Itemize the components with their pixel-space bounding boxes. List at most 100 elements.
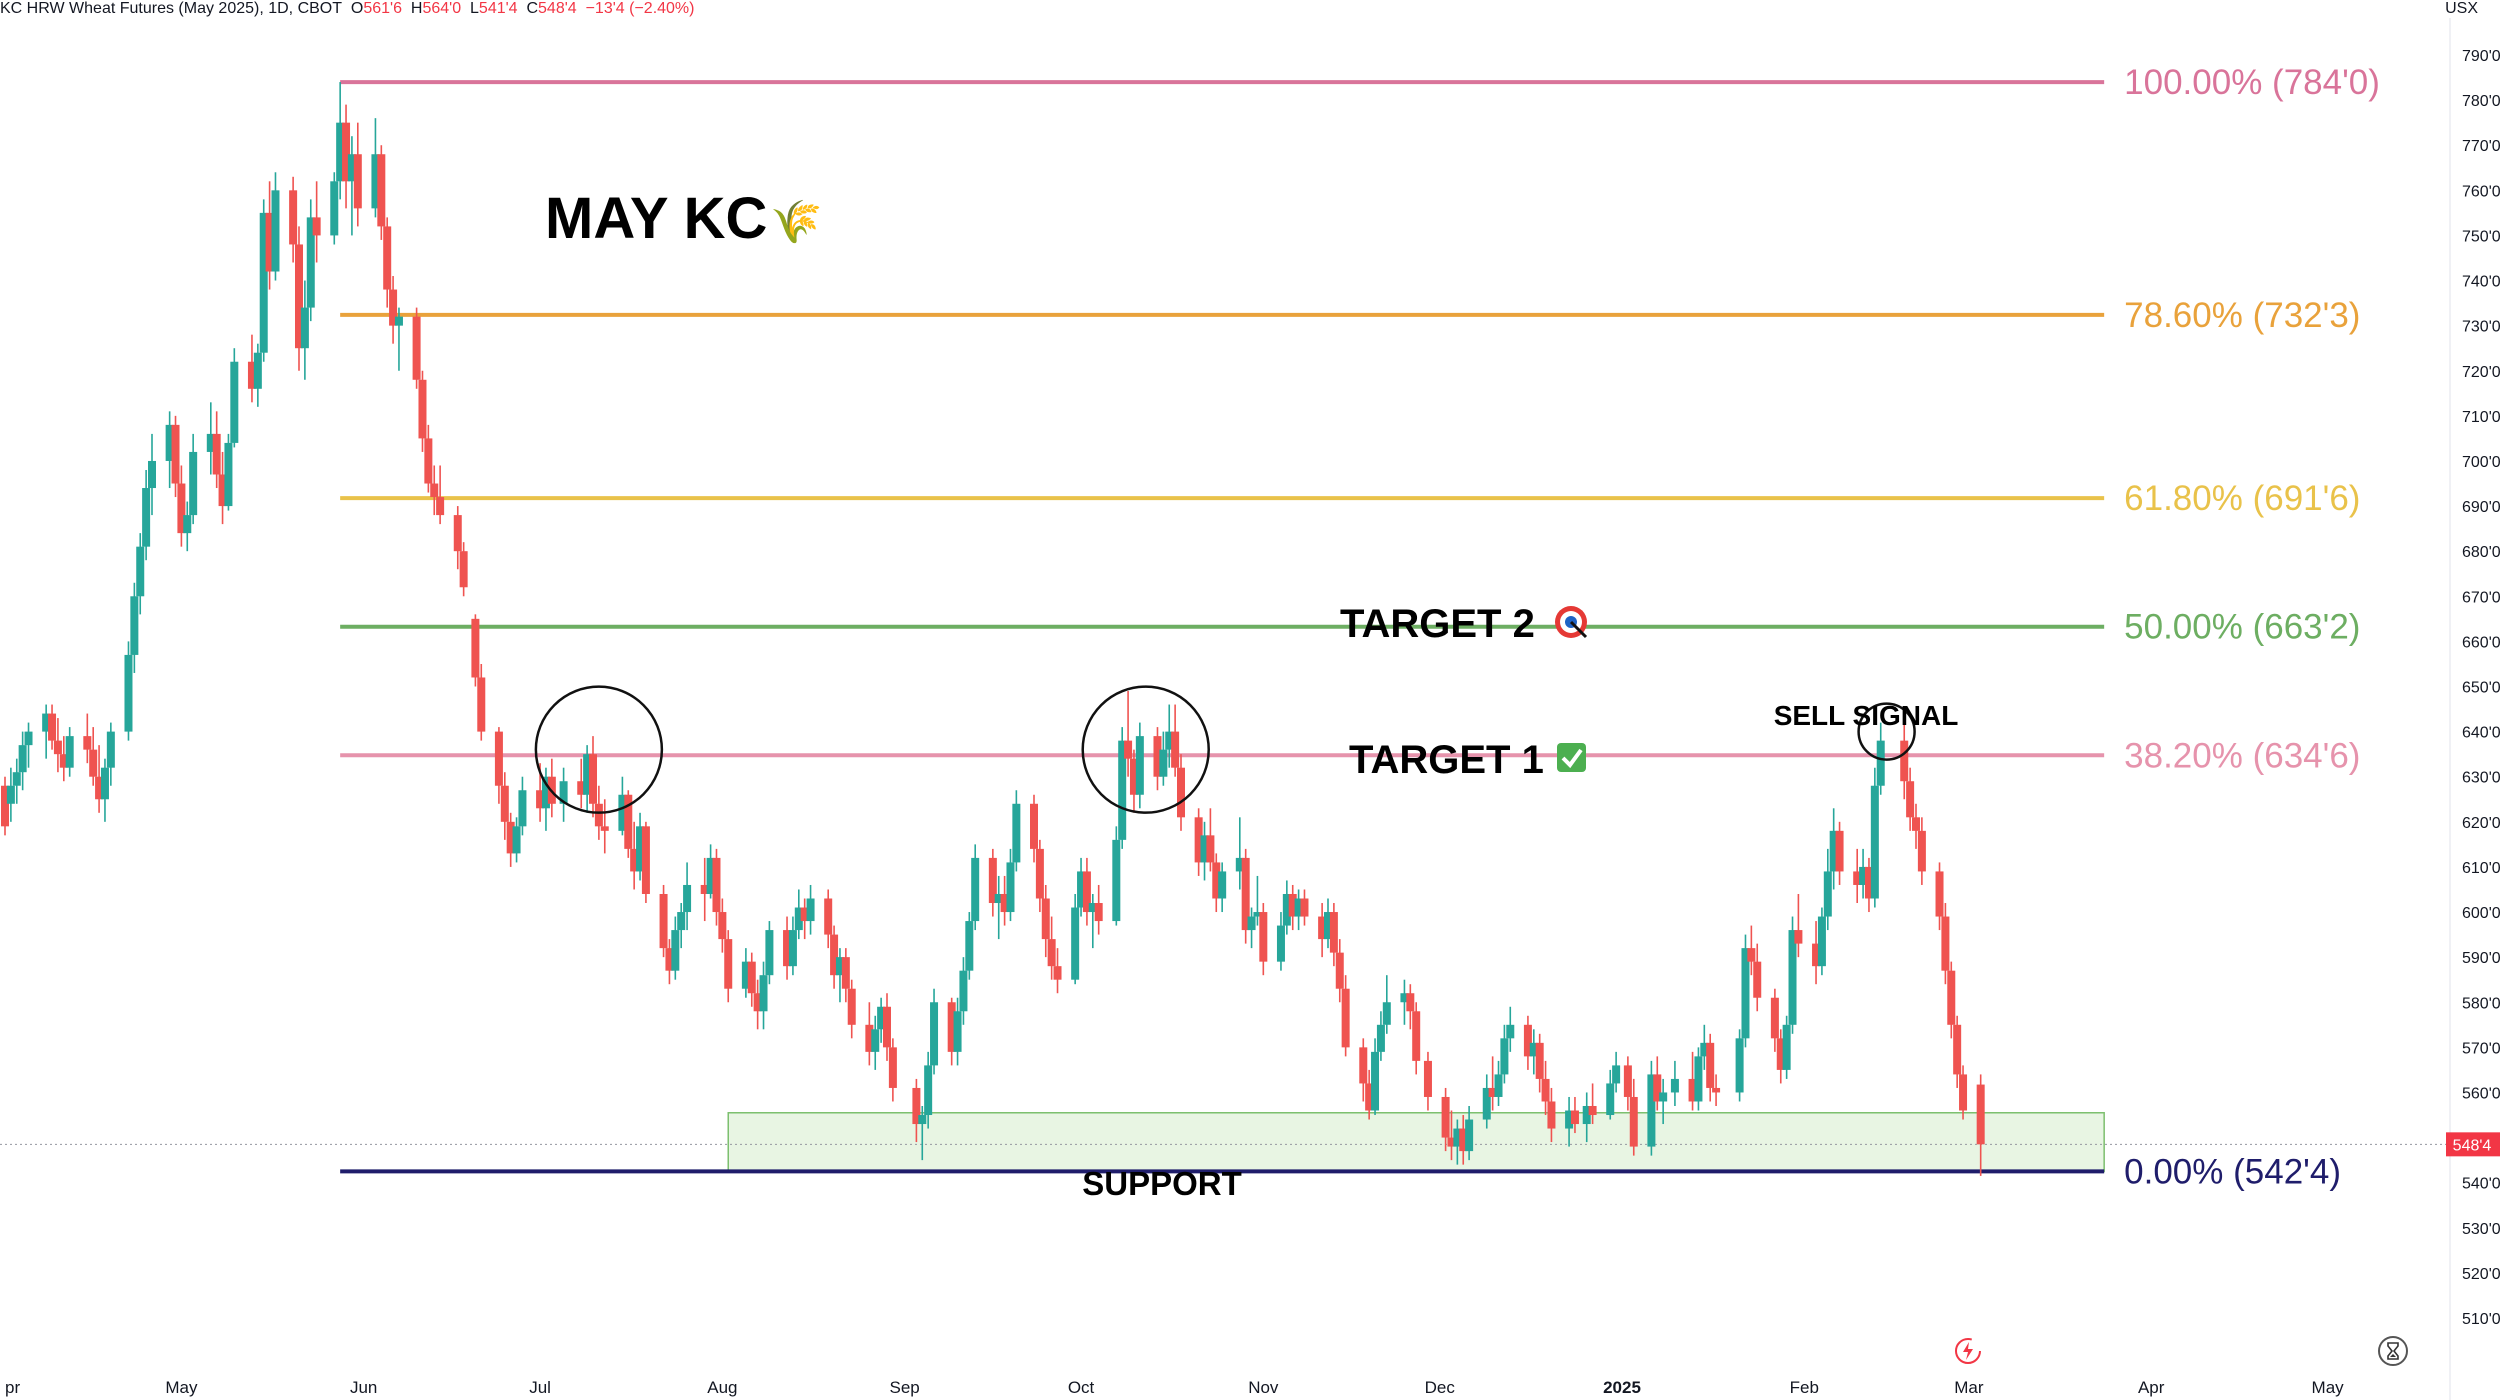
candle-body[interactable]	[177, 483, 186, 534]
candle-body[interactable]	[371, 154, 380, 209]
candle-body[interactable]	[1135, 736, 1144, 795]
candle-body[interactable]	[1753, 961, 1762, 998]
candle-body[interactable]	[518, 790, 527, 827]
candle-body[interactable]	[24, 731, 33, 746]
candle-body[interactable]	[1953, 1024, 1962, 1075]
candle-body[interactable]	[1412, 1011, 1421, 1061]
candle-body[interactable]	[512, 826, 521, 854]
candle-body[interactable]	[965, 921, 974, 971]
candle-body[interactable]	[1194, 817, 1203, 863]
candle-body[interactable]	[1053, 966, 1062, 980]
candle-body[interactable]	[506, 821, 515, 854]
candle-body[interactable]	[1235, 857, 1244, 872]
candle-body[interactable]	[630, 848, 639, 872]
candle-body[interactable]	[994, 893, 1003, 904]
candle-body[interactable]	[353, 154, 362, 209]
candle-body[interactable]	[947, 1002, 956, 1052]
candle-body[interactable]	[1406, 993, 1415, 1012]
candle-body[interactable]	[1276, 925, 1285, 962]
candle-body[interactable]	[794, 907, 803, 931]
candle-body[interactable]	[1488, 1087, 1497, 1097]
candle-body[interactable]	[300, 307, 309, 349]
candle-body[interactable]	[888, 1047, 897, 1088]
candle-body[interactable]	[1294, 898, 1303, 917]
candle-body[interactable]	[1318, 916, 1327, 940]
candle-body[interactable]	[1171, 731, 1180, 768]
candle-body[interactable]	[1565, 1110, 1574, 1129]
lightning-icon[interactable]	[1953, 1336, 1983, 1366]
candle-body[interactable]	[1365, 1083, 1374, 1111]
candle-body[interactable]	[847, 988, 856, 1025]
candle-body[interactable]	[259, 212, 268, 353]
candle-body[interactable]	[1623, 1065, 1632, 1097]
candle-body[interactable]	[712, 857, 721, 913]
candle-body[interactable]	[1506, 1024, 1515, 1039]
currency-label[interactable]: USX	[2445, 0, 2478, 17]
candle-body[interactable]	[1688, 1078, 1697, 1102]
candle-body[interactable]	[747, 961, 756, 994]
candle-body[interactable]	[224, 442, 233, 507]
candle-body[interactable]	[136, 546, 145, 597]
candle-body[interactable]	[1482, 1087, 1491, 1120]
candle-body[interactable]	[971, 857, 980, 922]
candle-body[interactable]	[1570, 1110, 1579, 1125]
candle-body[interactable]	[1118, 740, 1127, 840]
candle-body[interactable]	[1253, 912, 1262, 917]
candle-body[interactable]	[1870, 785, 1879, 899]
candle-body[interactable]	[471, 618, 480, 678]
candle-body[interactable]	[1030, 803, 1038, 849]
candle-body[interactable]	[806, 898, 815, 922]
candle-body[interactable]	[330, 181, 339, 236]
candle-body[interactable]	[959, 970, 968, 1012]
candle-body[interactable]	[48, 713, 57, 741]
candle-body[interactable]	[459, 551, 468, 588]
candle-body[interactable]	[124, 654, 133, 732]
candle-body[interactable]	[1653, 1074, 1662, 1102]
candle-body[interactable]	[148, 460, 156, 489]
candle-body[interactable]	[1612, 1065, 1621, 1084]
candle-body[interactable]	[1112, 839, 1121, 922]
candle-body[interactable]	[230, 361, 239, 443]
candle-body[interactable]	[477, 677, 486, 732]
candle-body[interactable]	[1606, 1083, 1615, 1116]
candle-body[interactable]	[1547, 1101, 1556, 1129]
hourglass-icon[interactable]	[2378, 1336, 2408, 1366]
candle-body[interactable]	[877, 1006, 886, 1030]
candle-body[interactable]	[53, 740, 62, 755]
candle-body[interactable]	[724, 939, 733, 989]
candle-body[interactable]	[500, 785, 509, 822]
candle-body[interactable]	[1282, 893, 1291, 926]
candle-body[interactable]	[412, 316, 421, 380]
candle-body[interactable]	[1941, 916, 1950, 971]
candle-body[interactable]	[265, 212, 274, 272]
candle-body[interactable]	[1582, 1105, 1591, 1125]
candle-body[interactable]	[1129, 758, 1138, 795]
candle-body[interactable]	[1077, 871, 1086, 908]
candle-body[interactable]	[1794, 930, 1803, 944]
candle-body[interactable]	[589, 754, 597, 804]
candle-body[interactable]	[1788, 930, 1797, 1025]
candle-body[interactable]	[247, 361, 256, 389]
candle-body[interactable]	[1006, 862, 1015, 913]
candle-body[interactable]	[100, 767, 109, 800]
candle-body[interactable]	[1177, 767, 1185, 818]
candle-body[interactable]	[271, 190, 280, 272]
candle-body[interactable]	[1900, 740, 1909, 782]
candle-body[interactable]	[1876, 740, 1885, 786]
candle-body[interactable]	[1329, 912, 1338, 953]
candle-body[interactable]	[871, 1029, 880, 1052]
candle-body[interactable]	[377, 154, 386, 227]
candle-body[interactable]	[1071, 907, 1080, 980]
candle-body[interactable]	[841, 957, 850, 989]
candle-body[interactable]	[183, 515, 192, 534]
candle-body[interactable]	[665, 948, 674, 971]
candle-body[interactable]	[206, 433, 215, 452]
candle-body[interactable]	[865, 1024, 874, 1052]
candle-body[interactable]	[1706, 1042, 1715, 1088]
candle-body[interactable]	[1376, 1024, 1385, 1052]
candle-body[interactable]	[436, 497, 445, 516]
candle-body[interactable]	[394, 316, 403, 326]
candle-body[interactable]	[824, 898, 833, 935]
candle-body[interactable]	[1153, 736, 1162, 777]
candle-body[interactable]	[295, 244, 303, 349]
